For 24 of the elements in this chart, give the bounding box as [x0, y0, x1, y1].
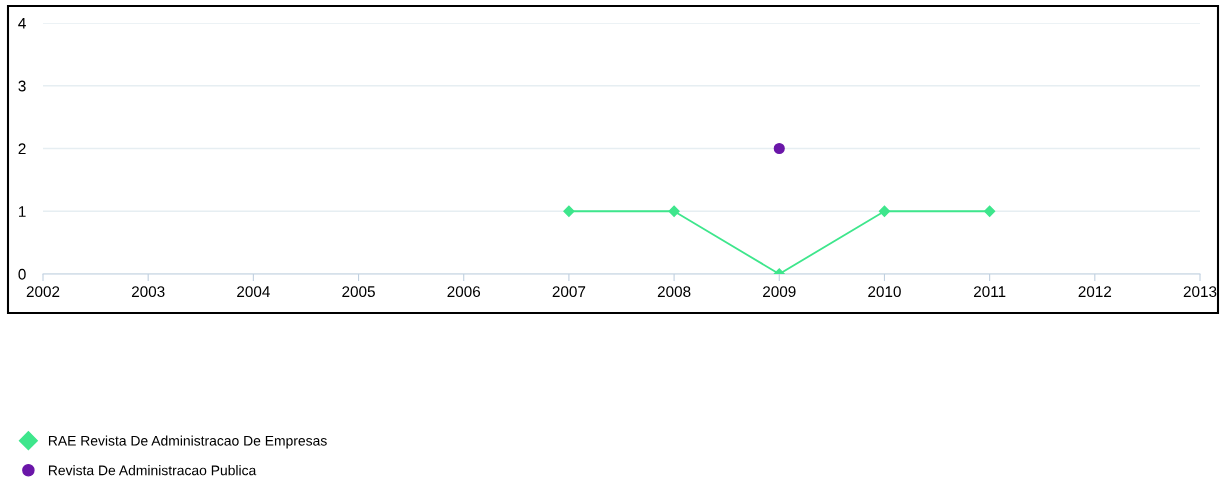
y-tick-label: 4	[18, 18, 26, 29]
point	[984, 205, 996, 217]
x-tick-label: 2008	[657, 286, 691, 298]
y-tick-label: 2	[18, 143, 26, 155]
point	[773, 142, 785, 155]
legend-label: Revista De Administracao Publica	[48, 465, 257, 476]
x-tick-label: 2013	[1183, 286, 1217, 298]
x-tick-label: 2011	[973, 286, 1006, 298]
point	[563, 205, 575, 217]
x-tick-label: 2002	[26, 286, 60, 298]
point	[668, 205, 680, 217]
x-tick-label: 2006	[447, 286, 481, 298]
x-tick-label: 2003	[131, 286, 165, 298]
x-tick-label: 2004	[237, 286, 270, 298]
point	[878, 205, 891, 217]
x-tick-label: 2009	[763, 286, 796, 298]
y-tick-label: 0	[18, 268, 26, 280]
legend-label: RAE Revista De Administracao De Empresas	[48, 435, 327, 449]
y-tick-label: 1	[19, 206, 26, 217]
x-tick-label: 2007	[552, 286, 586, 298]
x-tick-label: 2012	[1078, 286, 1112, 298]
x-tick-label: 2005	[342, 286, 375, 298]
x-tick-label: 2010	[868, 286, 901, 298]
y-tick-label: 3	[18, 80, 26, 92]
